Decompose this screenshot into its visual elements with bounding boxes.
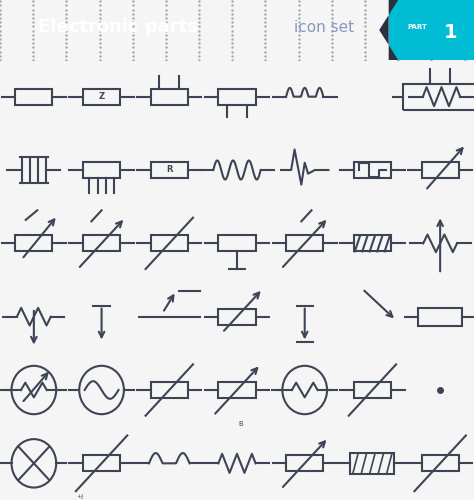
Polygon shape — [379, 0, 398, 60]
Text: Z: Z — [99, 92, 105, 101]
Bar — [83, 236, 120, 252]
Bar — [151, 162, 188, 178]
Text: 1: 1 — [444, 24, 457, 42]
Text: B: B — [238, 421, 243, 427]
Bar — [421, 456, 459, 471]
Text: icon set: icon set — [294, 20, 354, 34]
Bar — [350, 453, 394, 473]
Bar — [286, 236, 323, 252]
Text: +J: +J — [76, 494, 83, 499]
Bar — [286, 456, 323, 471]
Text: R: R — [166, 166, 173, 174]
Bar — [403, 84, 474, 110]
Text: PART: PART — [407, 24, 427, 30]
Bar — [83, 88, 120, 104]
Bar — [83, 456, 120, 471]
Polygon shape — [389, 0, 474, 60]
Bar — [219, 88, 255, 104]
Bar — [354, 382, 391, 398]
Bar — [83, 162, 120, 178]
Bar — [15, 236, 53, 252]
Bar — [418, 308, 462, 326]
Bar — [151, 88, 188, 104]
Bar — [219, 308, 255, 324]
Text: Electronic parts: Electronic parts — [38, 18, 198, 36]
Bar — [15, 88, 53, 104]
Bar — [151, 236, 188, 252]
Bar — [354, 236, 391, 252]
Bar — [219, 236, 255, 252]
Bar — [421, 162, 459, 178]
Bar — [219, 382, 255, 398]
Bar — [354, 162, 391, 178]
Bar — [151, 382, 188, 398]
